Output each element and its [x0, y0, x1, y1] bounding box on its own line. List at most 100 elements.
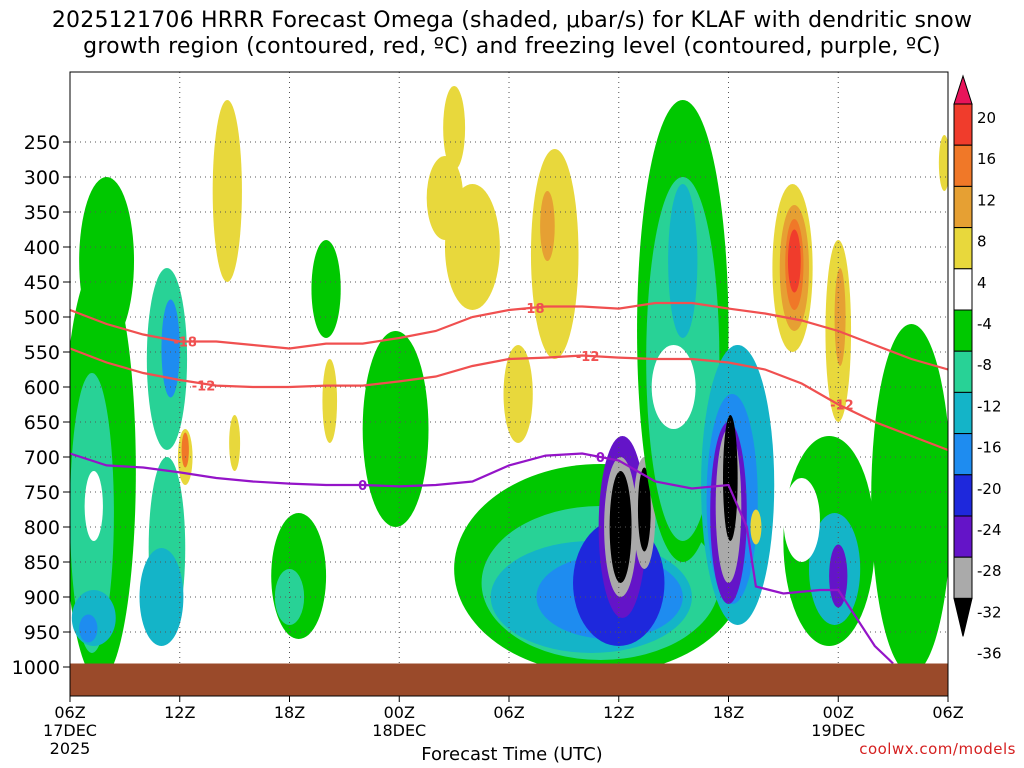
colorbar-swatch-9: [953, 433, 973, 476]
omega-cell-7: [139, 548, 184, 646]
colorbar-label-12: -32: [977, 603, 1002, 621]
omega-cell-56: [651, 345, 696, 429]
y-tick-label-850: 850: [24, 552, 60, 574]
colorbar-label-5: -4: [977, 315, 992, 333]
omega-cell-54: [84, 471, 103, 541]
y-tick-label-700: 700: [24, 447, 60, 469]
omega-cell-42: [443, 86, 466, 170]
colorbar-swatch-6: [953, 309, 973, 352]
colorbar-label-10: -24: [977, 521, 1002, 539]
omega-cell-30: [723, 415, 738, 541]
omega-cell-22: [637, 467, 651, 552]
colorbar-label-4: 4: [977, 274, 987, 292]
y-tick-label-1000: 1000: [12, 657, 60, 679]
y-tick-label-400: 400: [24, 237, 60, 259]
omega-cell-34: [871, 324, 948, 674]
colorbar-label-0: 20: [977, 109, 996, 127]
y-tick-label-350: 350: [24, 202, 60, 224]
x-tick-label-5: 12Z: [603, 703, 634, 722]
dendritic-contour--18: [70, 301, 948, 371]
omega-cell-3: [79, 614, 98, 643]
colorbar-label-8: -16: [977, 439, 1002, 457]
contour-label--12-2: -12: [830, 399, 854, 414]
y-axis: 250 300 350 400 450 500 550 600 650 700 750 800 850 9…: [12, 132, 70, 679]
x-tick-year-0: 2025: [50, 739, 91, 758]
colorbar-cap-top: [953, 74, 973, 105]
colorbar-swatch-4: [953, 227, 973, 270]
colorbar-label-9: -20: [977, 480, 1002, 498]
contour-label--12-0: -12: [192, 380, 216, 395]
colorbar-swatch-8: [953, 391, 973, 435]
omega-cell-57: [783, 478, 820, 562]
dendritic-contour--12: [70, 347, 948, 452]
colorbar-swatch-12: [953, 556, 973, 599]
omega-cell-5: [161, 299, 180, 398]
colorbar-swatch-7: [953, 350, 973, 393]
x-tick-label-3: 00Z: [384, 703, 415, 722]
x-tick-label-0: 06Z: [54, 703, 85, 722]
x-tick-date-0: 17DEC: [43, 721, 97, 740]
y-tick-label-300: 300: [24, 167, 60, 189]
x-tick-label-1: 12Z: [164, 703, 195, 722]
omega-cell-45: [503, 345, 533, 443]
chart-title-line1: 2025121706 HRRR Forecast Omega (shaded, …: [51, 8, 973, 33]
y-tick-label-950: 950: [24, 622, 60, 644]
ground-surface: [70, 663, 948, 696]
x-tick-date-7: 19DEC: [811, 721, 865, 740]
y-tick-label-800: 800: [24, 517, 60, 539]
y-tick-label-650: 650: [24, 412, 60, 434]
colorbar-cap-bottom: [953, 597, 973, 637]
freezing-contour-0: [70, 452, 894, 665]
contour-layer: -18 -18 -12 -12 -12 0 0: [70, 301, 948, 665]
omega-cell-12: [311, 240, 341, 338]
contour-label-0-0: 0: [358, 479, 367, 494]
x-axis-title: Forecast Time (UTC): [421, 744, 603, 765]
omega-cell-41: [444, 184, 500, 310]
colorbar-label-3: 8: [977, 233, 987, 251]
y-tick-label-600: 600: [24, 377, 60, 399]
y-tick-label-550: 550: [24, 342, 60, 364]
omega-cell-35: [212, 100, 242, 282]
x-tick-label-7: 00Z: [823, 703, 854, 722]
colorbar-swatch-11: [953, 515, 973, 558]
x-tick-label-4: 06Z: [493, 703, 524, 722]
colorbar-swatch-3: [953, 185, 973, 229]
colorbar-label-11: -28: [977, 562, 1002, 580]
colorbar-label-13: -36: [977, 645, 1002, 663]
colorbar-label-1: 16: [977, 150, 996, 168]
y-tick-label-900: 900: [24, 587, 60, 609]
omega-shading-layer: [70, 86, 948, 681]
contour-label--18-0: -18: [173, 336, 197, 351]
omega-cell-55: [188, 569, 215, 625]
y-tick-label-750: 750: [24, 482, 60, 504]
colorbar-label-2: 12: [977, 191, 996, 209]
y-tick-label-500: 500: [24, 307, 60, 329]
y-tick-label-250: 250: [24, 132, 60, 154]
omega-cell-49: [787, 229, 801, 293]
contour-label-0-1: 0: [596, 451, 605, 466]
omega-cell-10: [362, 331, 429, 527]
colorbar-swatch-10: [953, 474, 973, 517]
contour-label--18-1: -18: [521, 302, 545, 317]
omega-cell-37: [181, 432, 189, 468]
omega-cell-25: [668, 184, 698, 338]
omega-cell-11: [79, 177, 135, 345]
colorbar-swatch-1: [953, 103, 973, 146]
y-tick-label-450: 450: [24, 272, 60, 294]
x-tick-label-2: 18Z: [274, 703, 305, 722]
contour-label--12-1: -12: [576, 350, 600, 365]
credit-text[interactable]: coolwx.com/models: [859, 740, 1016, 758]
colorbar-label-7: -12: [977, 397, 1002, 415]
x-tick-date-3: 18DEC: [372, 721, 426, 740]
omega-cell-39: [229, 415, 241, 471]
colorbar-swatch-5: [953, 268, 973, 311]
x-tick-label-6: 18Z: [713, 703, 744, 722]
omega-cell-44: [540, 191, 555, 261]
omega-cell-38: [322, 359, 338, 443]
colorbar-swatch-2: [953, 144, 973, 187]
colorbar: 20 16 12 8 4 -4 -8 -12 -16 -20 -24 -28 -32 -36: [953, 74, 1002, 663]
colorbar-label-6: -8: [977, 356, 992, 374]
omega-cell-43: [530, 149, 579, 359]
